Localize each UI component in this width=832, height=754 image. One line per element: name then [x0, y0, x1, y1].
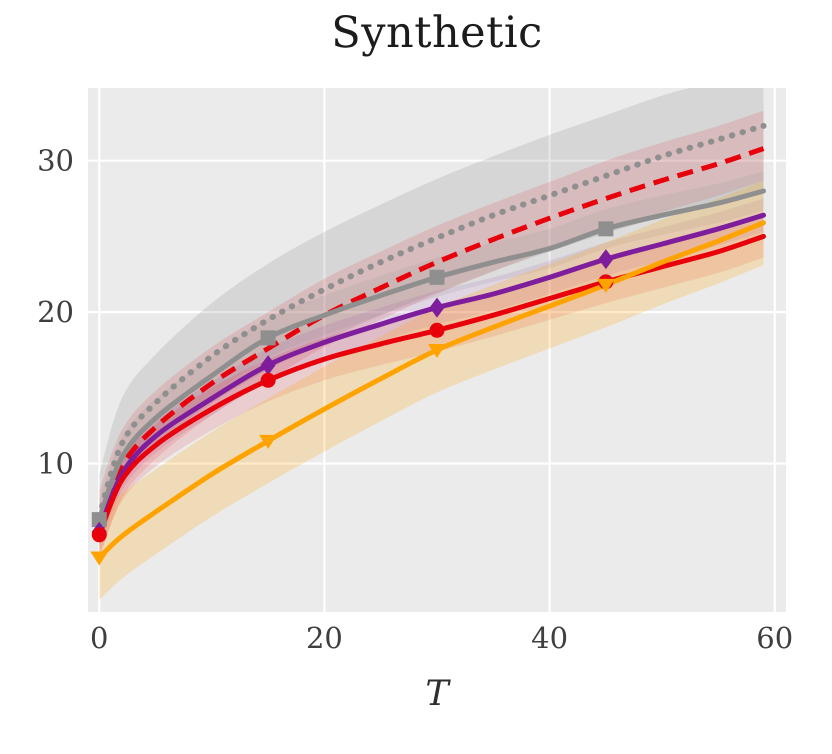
line-red-circles: [96, 233, 766, 538]
x-tick-label: 20: [306, 621, 343, 655]
y-tick-label: 10: [37, 447, 74, 481]
marker-square: [91, 512, 107, 528]
band-red-circles: [99, 215, 764, 556]
marker-circle: [91, 527, 107, 543]
chart-title: Synthetic: [331, 8, 543, 58]
y-tick-label: 30: [37, 144, 74, 178]
marker-circle: [260, 372, 276, 388]
marker-triangle-down: [259, 434, 278, 449]
marker-square: [260, 330, 276, 346]
x-tick-label: 0: [90, 621, 108, 655]
x-axis-label: T: [425, 674, 449, 714]
marker-triangle-down: [596, 278, 615, 293]
line-gray-dotted: [96, 122, 767, 520]
marker-square: [429, 269, 445, 285]
marker-diamond: [260, 355, 276, 376]
marker-triangle-down: [428, 344, 446, 358]
marker-circle: [429, 322, 445, 338]
x-tick-label: 60: [756, 621, 793, 655]
marker-diamond: [429, 297, 445, 318]
band-red-dashed: [99, 110, 764, 559]
line-purple-diamonds: [96, 212, 766, 535]
x-tick-label: 40: [531, 621, 568, 655]
marker-diamond: [598, 249, 614, 270]
marker-triangle-down: [90, 551, 109, 566]
line-gray-solid-squares: [96, 188, 766, 523]
line-orange-triangles: [96, 220, 766, 560]
marker-square: [598, 221, 614, 237]
y-tick-label: 20: [37, 295, 74, 329]
